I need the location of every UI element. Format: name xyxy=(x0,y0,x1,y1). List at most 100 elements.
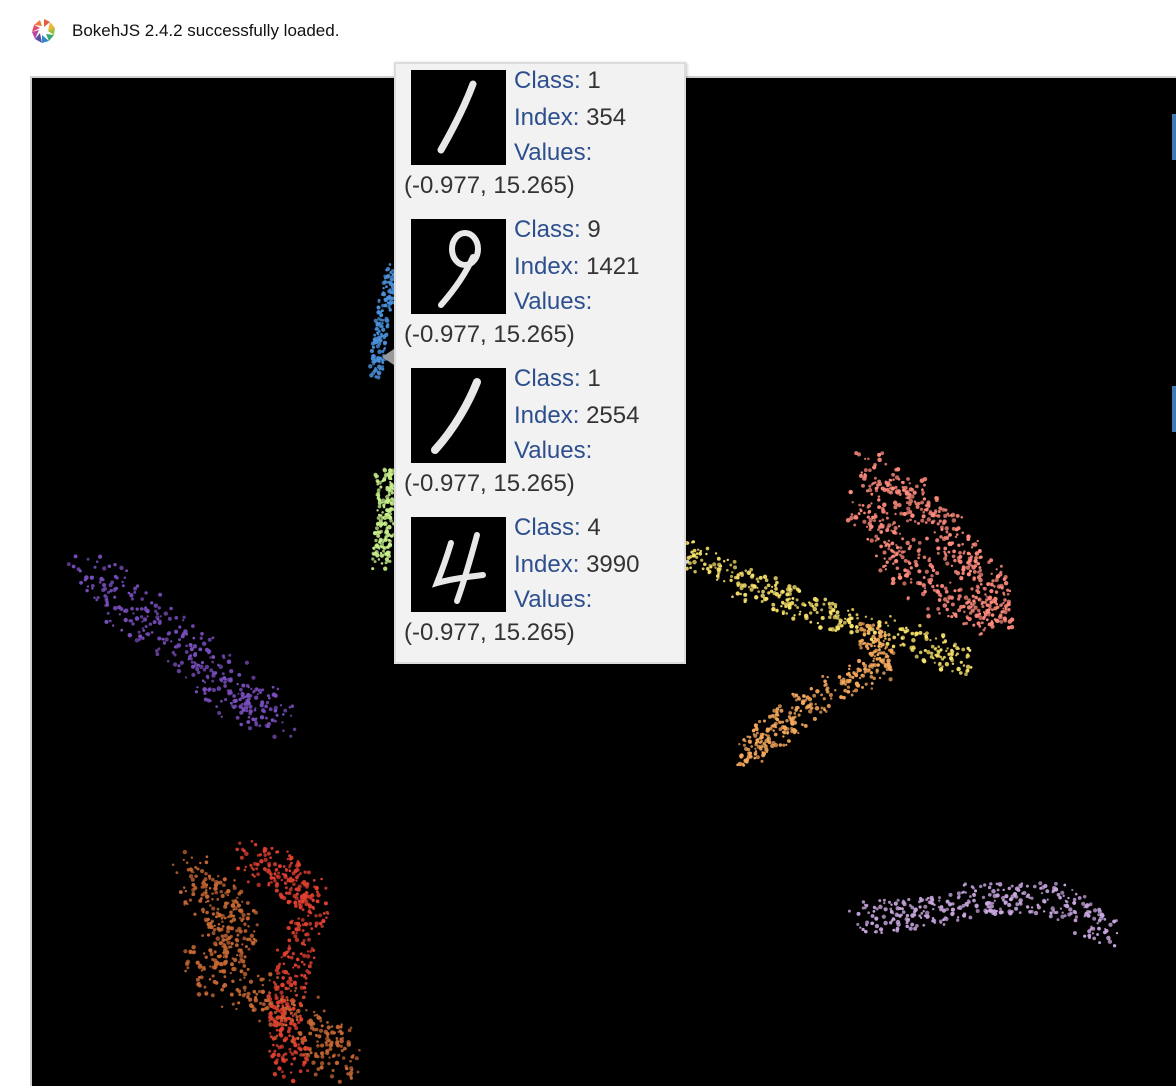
scatter-point[interactable] xyxy=(101,566,107,571)
scatter-point[interactable] xyxy=(820,608,824,612)
scatter-point[interactable] xyxy=(860,673,866,678)
scatter-point[interactable] xyxy=(861,661,866,666)
scatter-point[interactable] xyxy=(790,706,794,710)
scatter-point[interactable] xyxy=(851,675,855,680)
scatter-point[interactable] xyxy=(1096,921,1099,925)
scatter-point[interactable] xyxy=(213,966,217,970)
scatter-point[interactable] xyxy=(865,920,870,925)
scatter-point[interactable] xyxy=(888,483,892,487)
scatter-point[interactable] xyxy=(185,861,189,865)
scatter-point[interactable] xyxy=(381,291,386,297)
scatter-point[interactable] xyxy=(833,605,838,609)
scatter-point[interactable] xyxy=(372,530,378,536)
scatter-point[interactable] xyxy=(990,624,995,629)
scatter-point[interactable] xyxy=(392,487,395,491)
scatter-point[interactable] xyxy=(923,589,927,594)
scatter-point[interactable] xyxy=(296,887,301,892)
scatter-point[interactable] xyxy=(204,664,210,670)
scatter-point[interactable] xyxy=(893,901,898,906)
scatter-point[interactable] xyxy=(301,923,305,927)
scatter-point[interactable] xyxy=(919,507,924,511)
scatter-point[interactable] xyxy=(745,759,749,763)
scatter-point[interactable] xyxy=(237,1001,241,1005)
scatter-point[interactable] xyxy=(297,917,300,920)
scatter-point[interactable] xyxy=(140,597,144,601)
scatter-point[interactable] xyxy=(93,565,97,569)
scatter-point[interactable] xyxy=(279,1009,284,1015)
scatter-point[interactable] xyxy=(226,940,231,945)
scatter-point[interactable] xyxy=(384,538,388,542)
scatter-point[interactable] xyxy=(332,1053,336,1058)
scatter-point[interactable] xyxy=(895,543,898,547)
scatter-point[interactable] xyxy=(1009,624,1015,630)
scatter-point[interactable] xyxy=(354,1056,359,1061)
scatter-point[interactable] xyxy=(762,574,768,579)
scatter-point[interactable] xyxy=(158,592,163,597)
scatter-point[interactable] xyxy=(884,568,888,571)
scatter-point[interactable] xyxy=(882,550,887,555)
scatter-point[interactable] xyxy=(945,537,949,541)
scatter-point[interactable] xyxy=(959,605,964,609)
scatter-point[interactable] xyxy=(862,519,867,524)
scatter-point[interactable] xyxy=(913,926,918,931)
scatter-point[interactable] xyxy=(729,563,733,567)
scatter-point[interactable] xyxy=(839,695,844,699)
scatter-point[interactable] xyxy=(755,738,760,743)
scatter-point[interactable] xyxy=(268,707,273,712)
scatter-point[interactable] xyxy=(937,651,941,655)
scatter-point[interactable] xyxy=(1030,896,1034,900)
scatter-point[interactable] xyxy=(965,668,970,673)
scatter-point[interactable] xyxy=(318,1028,324,1033)
scatter-point[interactable] xyxy=(251,1004,255,1009)
scatter-point[interactable] xyxy=(857,512,861,516)
scatter-point[interactable] xyxy=(209,925,214,930)
scatter-point[interactable] xyxy=(995,882,999,886)
scatter-point[interactable] xyxy=(383,521,388,526)
scatter-point[interactable] xyxy=(870,666,874,669)
scatter-point[interactable] xyxy=(1107,939,1113,944)
scatter-point[interactable] xyxy=(385,551,390,556)
scatter-point[interactable] xyxy=(955,654,958,657)
scatter-point[interactable] xyxy=(865,923,868,927)
scatter-point[interactable] xyxy=(977,549,982,553)
scatter-point[interactable] xyxy=(339,1031,344,1036)
scatter-point[interactable] xyxy=(929,895,934,901)
scatter-point[interactable] xyxy=(917,553,921,557)
scatter-point[interactable] xyxy=(213,924,216,927)
scatter-point[interactable] xyxy=(262,1002,266,1007)
scatter-point[interactable] xyxy=(146,615,149,618)
scatter-point[interactable] xyxy=(305,1057,310,1062)
scatter-point[interactable] xyxy=(905,519,910,523)
scatter-point[interactable] xyxy=(260,989,266,994)
scatter-point[interactable] xyxy=(253,875,256,878)
scatter-point[interactable] xyxy=(193,651,197,656)
scatter-point[interactable] xyxy=(303,870,307,874)
scatter-point[interactable] xyxy=(330,1025,334,1028)
scatter-point[interactable] xyxy=(191,892,196,897)
scatter-point[interactable] xyxy=(212,928,217,932)
scatter-point[interactable] xyxy=(929,510,933,514)
scatter-point[interactable] xyxy=(874,534,879,539)
scatter-point[interactable] xyxy=(384,512,389,517)
scatter-point[interactable] xyxy=(211,931,216,936)
scatter-point[interactable] xyxy=(943,586,948,591)
scatter-point[interactable] xyxy=(948,533,952,537)
scatter-point[interactable] xyxy=(340,1023,343,1026)
scatter-point[interactable] xyxy=(209,656,212,659)
scatter-point[interactable] xyxy=(287,1005,292,1009)
scatter-point[interactable] xyxy=(999,619,1004,624)
scatter-point[interactable] xyxy=(963,550,966,553)
scatter-point[interactable] xyxy=(282,999,286,1003)
scatter-point[interactable] xyxy=(239,710,244,715)
scatter-point[interactable] xyxy=(910,494,915,499)
scatter-point[interactable] xyxy=(271,685,275,689)
scatter-point[interactable] xyxy=(218,880,223,885)
scatter-point[interactable] xyxy=(320,877,323,881)
scatter-point[interactable] xyxy=(278,1021,282,1025)
scatter-point[interactable] xyxy=(266,851,271,856)
scatter-point[interactable] xyxy=(917,547,922,552)
scatter-point[interactable] xyxy=(379,332,383,336)
scatter-point[interactable] xyxy=(758,575,763,580)
scatter-point[interactable] xyxy=(289,714,293,717)
scatter-point[interactable] xyxy=(296,1036,300,1041)
